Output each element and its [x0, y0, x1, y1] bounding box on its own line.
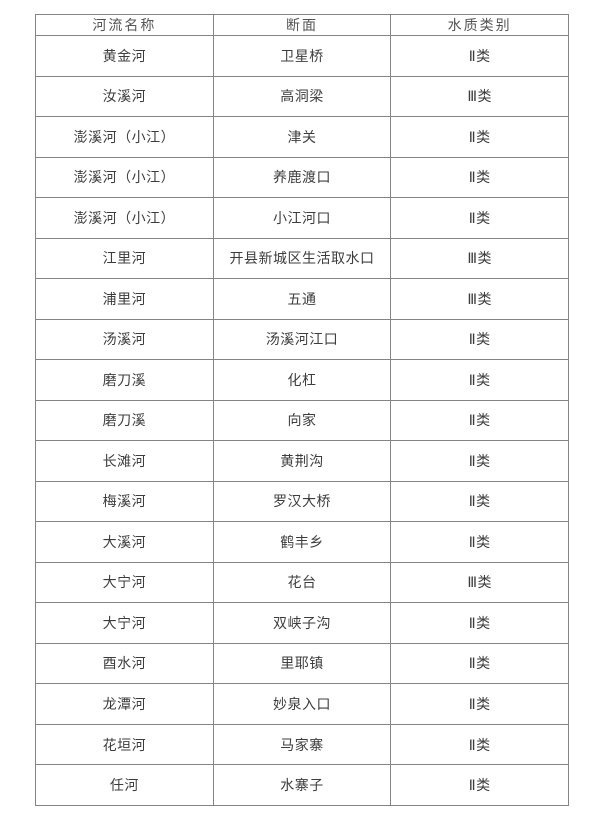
table-row: 磨刀溪 化杠 Ⅱ类 — [35, 359, 569, 401]
water-quality-cell: Ⅲ类 — [390, 278, 569, 320]
section-cell: 花台 — [212, 561, 392, 604]
water-quality-cell: Ⅱ类 — [390, 602, 569, 644]
section-cell: 向家 — [212, 399, 392, 442]
river-name-cell: 长滩河 — [35, 440, 214, 482]
water-quality-table: 河流名称 断面 水质类别 黄金河 卫星桥 Ⅱ类 汝溪河 高洞梁 Ⅲ类 澎溪河（小江） 津关 Ⅱ类 澎溪… — [35, 14, 569, 806]
table-row: 汝溪河 高洞梁 Ⅲ类 — [35, 75, 569, 118]
section-cell: 津关 — [212, 116, 392, 158]
section-cell: 汤溪河江口 — [212, 318, 392, 361]
river-name-cell: 黄金河 — [35, 35, 214, 77]
river-name-cell: 汤溪河 — [35, 318, 214, 361]
section-cell: 鹤丰乡 — [212, 521, 392, 563]
section-cell: 养鹿渡口 — [212, 156, 392, 199]
section-cell: 开县新城区生活取水口 — [212, 237, 392, 280]
table-row: 磨刀溪 向家 Ⅱ类 — [35, 399, 569, 442]
section-cell: 马家寨 — [212, 723, 392, 766]
table-row: 花垣河 马家寨 Ⅱ类 — [35, 723, 569, 766]
column-header-section: 断面 — [212, 14, 392, 36]
water-quality-cell: Ⅲ类 — [390, 237, 569, 280]
water-quality-cell: Ⅱ类 — [390, 197, 569, 239]
river-name-cell: 澎溪河（小江） — [35, 197, 214, 239]
river-name-cell: 澎溪河（小江） — [35, 156, 214, 199]
river-name-cell: 磨刀溪 — [35, 399, 214, 442]
table-row: 大宁河 花台 Ⅲ类 — [35, 561, 569, 604]
section-cell: 罗汉大桥 — [212, 480, 392, 523]
table-row: 大宁河 双峡子沟 Ⅱ类 — [35, 602, 569, 644]
water-quality-cell: Ⅱ类 — [390, 521, 569, 563]
river-name-cell: 江里河 — [35, 237, 214, 280]
water-quality-cell: Ⅱ类 — [390, 156, 569, 199]
river-name-cell: 汝溪河 — [35, 75, 214, 118]
table-row: 澎溪河（小江） 津关 Ⅱ类 — [35, 116, 569, 158]
water-quality-cell: Ⅱ类 — [390, 399, 569, 442]
water-quality-cell: Ⅱ类 — [390, 642, 569, 685]
river-name-cell: 磨刀溪 — [35, 359, 214, 401]
table-row: 澎溪河（小江） 小江河口 Ⅱ类 — [35, 197, 569, 239]
river-name-cell: 大宁河 — [35, 602, 214, 644]
table-row: 任河 水寨子 Ⅱ类 — [35, 764, 569, 806]
water-quality-cell: Ⅱ类 — [390, 764, 569, 806]
river-name-cell: 大宁河 — [35, 561, 214, 604]
water-quality-cell: Ⅱ类 — [390, 116, 569, 158]
section-cell: 妙泉入口 — [212, 683, 392, 725]
river-name-cell: 花垣河 — [35, 723, 214, 766]
table-row: 汤溪河 汤溪河江口 Ⅱ类 — [35, 318, 569, 361]
water-quality-cell: Ⅲ类 — [390, 75, 569, 118]
water-quality-cell: Ⅱ类 — [390, 318, 569, 361]
river-name-cell: 龙潭河 — [35, 683, 214, 725]
section-cell: 黄荆沟 — [212, 440, 392, 482]
table-row: 江里河 开县新城区生活取水口 Ⅲ类 — [35, 237, 569, 280]
section-cell: 水寨子 — [212, 764, 392, 806]
section-cell: 卫星桥 — [212, 35, 392, 77]
river-name-cell: 大溪河 — [35, 521, 214, 563]
water-quality-cell: Ⅱ类 — [390, 480, 569, 523]
table-row: 浦里河 五通 Ⅲ类 — [35, 278, 569, 320]
section-cell: 五通 — [212, 278, 392, 320]
column-header-water-quality: 水质类别 — [390, 14, 569, 36]
column-header-river-name: 河流名称 — [35, 14, 214, 36]
water-quality-cell: Ⅱ类 — [390, 683, 569, 725]
table-row: 长滩河 黄荆沟 Ⅱ类 — [35, 440, 569, 482]
table-header: 河流名称 断面 水质类别 — [35, 14, 569, 36]
river-name-cell: 浦里河 — [35, 278, 214, 320]
table-row: 黄金河 卫星桥 Ⅱ类 — [35, 35, 569, 77]
section-cell: 高洞梁 — [212, 75, 392, 118]
water-quality-cell: Ⅱ类 — [390, 359, 569, 401]
water-quality-cell: Ⅱ类 — [390, 35, 569, 77]
table-row: 酉水河 里耶镇 Ⅱ类 — [35, 642, 569, 685]
river-name-cell: 澎溪河（小江） — [35, 116, 214, 158]
table-row: 梅溪河 罗汉大桥 Ⅱ类 — [35, 480, 569, 523]
water-quality-table-container: 河流名称 断面 水质类别 黄金河 卫星桥 Ⅱ类 汝溪河 高洞梁 Ⅲ类 澎溪河（小江） 津关 Ⅱ类 澎溪… — [35, 14, 569, 806]
section-cell: 双峡子沟 — [212, 602, 392, 644]
river-name-cell: 任河 — [35, 764, 214, 806]
water-quality-cell: Ⅱ类 — [390, 440, 569, 482]
water-quality-cell: Ⅱ类 — [390, 723, 569, 766]
table-row: 澎溪河（小江） 养鹿渡口 Ⅱ类 — [35, 156, 569, 199]
table-row: 龙潭河 妙泉入口 Ⅱ类 — [35, 683, 569, 725]
river-name-cell: 酉水河 — [35, 642, 214, 685]
section-cell: 小江河口 — [212, 197, 392, 239]
section-cell: 化杠 — [212, 359, 392, 401]
header-row: 河流名称 断面 水质类别 — [35, 14, 569, 36]
river-name-cell: 梅溪河 — [35, 480, 214, 523]
section-cell: 里耶镇 — [212, 642, 392, 685]
water-quality-cell: Ⅲ类 — [390, 561, 569, 604]
table-row: 大溪河 鹤丰乡 Ⅱ类 — [35, 521, 569, 563]
table-body: 黄金河 卫星桥 Ⅱ类 汝溪河 高洞梁 Ⅲ类 澎溪河（小江） 津关 Ⅱ类 澎溪河（小江） 养鹿渡口 Ⅱ类… — [35, 35, 569, 806]
